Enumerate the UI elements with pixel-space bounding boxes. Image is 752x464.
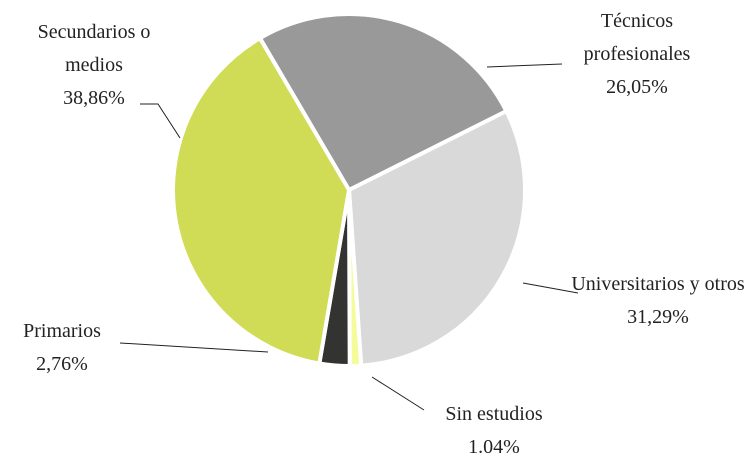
- leader-line: [522, 282, 579, 294]
- leader-line: [119, 342, 269, 353]
- pie: [171, 12, 527, 368]
- leader-line: [371, 376, 425, 411]
- slice-label: Universitarios y otros 31,29%: [566, 268, 750, 334]
- slice-label: Sin estudios 1.04%: [419, 398, 569, 464]
- value-label: 2,76%: [36, 353, 88, 375]
- pie-slice: [257, 12, 509, 192]
- slice-label: Secundarios o medios 38,86%: [12, 16, 176, 115]
- category-label: Secundarios o medios: [37, 21, 151, 76]
- value-label: 38,86%: [63, 87, 125, 109]
- slice-label: Técnicos profesionales 26,05%: [557, 5, 717, 104]
- leader-line: [140, 103, 181, 139]
- value-label: 31,29%: [627, 306, 689, 328]
- leader-line: [486, 63, 563, 68]
- category-label: Primarios: [23, 320, 101, 342]
- category-label: Universitarios y otros: [571, 273, 745, 295]
- value-label: 1.04%: [468, 436, 520, 458]
- category-label: Sin estudios: [445, 403, 543, 425]
- value-label: 26,05%: [606, 76, 668, 98]
- slice-label: Primarios 2,76%: [0, 315, 124, 381]
- pie-slice: [171, 36, 351, 366]
- pie-slice: [347, 109, 527, 368]
- category-label: Técnicos profesionales: [583, 10, 691, 65]
